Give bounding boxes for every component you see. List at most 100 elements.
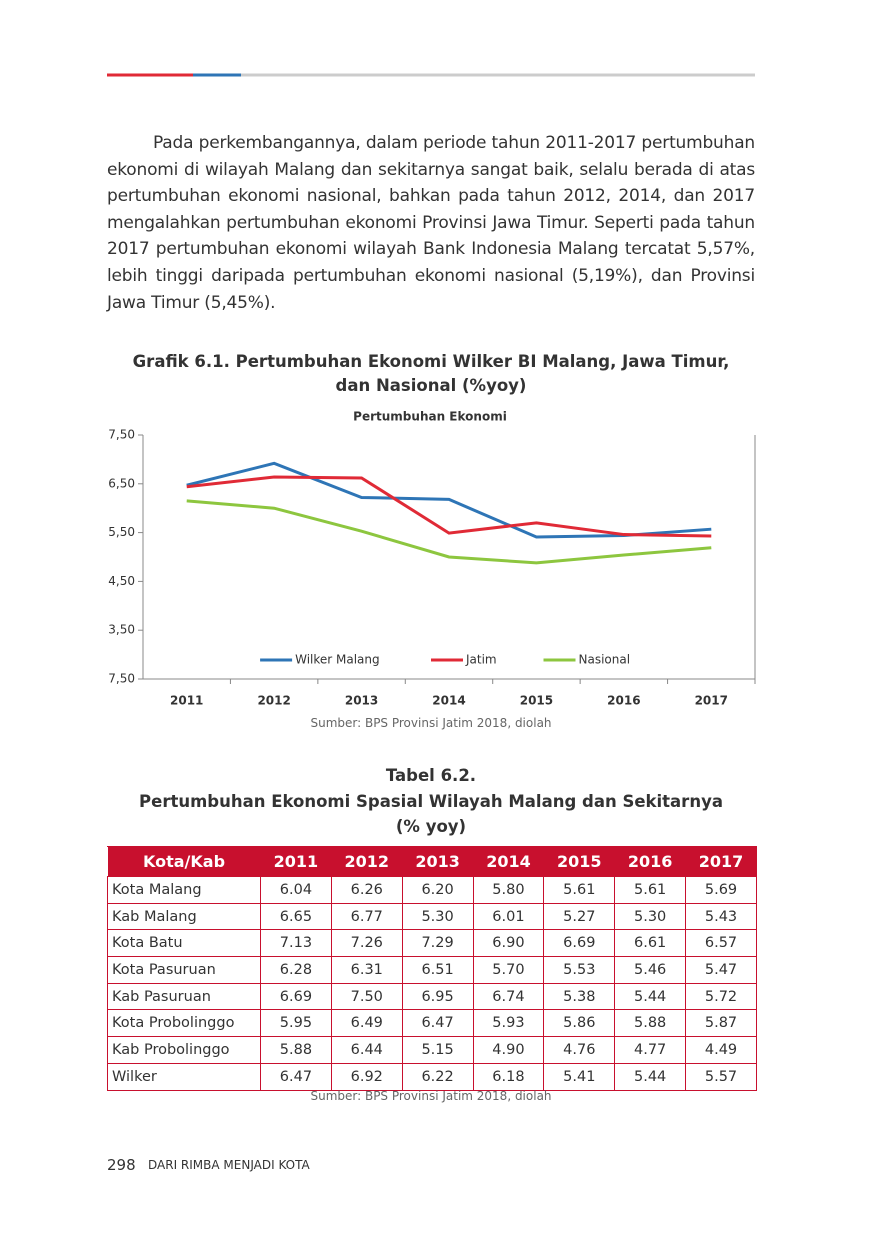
table-cell: 4.49: [685, 1036, 757, 1064]
x-tick-label: 2014: [432, 694, 465, 708]
table-cell: 5.80: [472, 876, 545, 904]
y-tick-label: 7,50: [108, 672, 135, 686]
page-number: 298: [107, 1156, 136, 1174]
table-cell: 5.61: [543, 876, 616, 904]
table-row: Kota Batu 7.13 7.26 7.29 6.90 6.69 6.61 6.57: [107, 929, 757, 958]
table-cell: 5.27: [543, 902, 616, 931]
table-row: Kota Pasuruan 6.28 6.31 6.51 5.70 5.53 5.46 5.4…: [107, 956, 757, 984]
table-cell: 7.13: [260, 929, 332, 958]
y-tick-label: 7,50: [108, 428, 135, 442]
figure-caption: Grafik 6.1. Pertumbuhan Ekonomi Wilker B…: [107, 350, 755, 398]
y-tick-label: 5,50: [108, 525, 135, 539]
table-cell: 6.28: [260, 956, 332, 984]
caption-line: Tabel 6.2.: [385, 766, 477, 785]
table-cell: 6.44: [330, 1036, 403, 1064]
header-cell: 2017: [685, 846, 757, 877]
table-cell: 6.69: [543, 929, 616, 958]
table-cell: 6.20: [401, 876, 474, 904]
x-tick-label: 2015: [520, 694, 553, 708]
table-cell: 6.04: [260, 876, 332, 904]
header-cell: Kota/Kab: [107, 846, 261, 877]
table-cell: Kab Probolinggo: [107, 1036, 261, 1064]
table-cell: 7.29: [401, 929, 474, 958]
table-cell: 6.01: [472, 902, 545, 931]
table-cell: 6.65: [260, 902, 332, 931]
table-cell: 6.61: [614, 929, 687, 958]
chart-source: Sumber: BPS Provinsi Jatim 2018, diolah: [310, 716, 552, 730]
table-cell: 5.88: [614, 1009, 687, 1038]
table-cell: 5.41: [543, 1062, 616, 1091]
table-cell: 6.31: [330, 956, 403, 984]
table-row: Kab Probolinggo 5.88 6.44 5.15 4.90 4.76 4.77 4…: [107, 1036, 757, 1064]
series-line: [186, 475, 712, 538]
table-cell: 4.90: [472, 1036, 545, 1064]
table-cell: 6.69: [260, 982, 332, 1011]
x-tick-label: 2017: [695, 694, 728, 708]
table-cell: 4.77: [614, 1036, 687, 1064]
header-cell: 2012: [330, 846, 403, 877]
table-row: Wilker 6.47 6.92 6.22 6.18 5.41 5.44 5.57: [107, 1062, 757, 1091]
table-cell: 7.26: [330, 929, 403, 958]
y-tick-label: 3,50: [108, 623, 135, 637]
table-cell: 5.46: [614, 956, 687, 984]
table-cell: 6.74: [472, 982, 545, 1011]
caption-line: Pertumbuhan Ekonomi Spasial Wilayah Mala…: [139, 791, 723, 811]
table-row: Kota Probolinggo 5.95 6.49 6.47 5.93 5.86 5.88…: [107, 1009, 757, 1038]
header-cell: 2015: [543, 846, 616, 877]
caption-line: (% yoy): [395, 817, 467, 836]
table-cell: 7.50: [330, 982, 403, 1011]
table-cell: 5.47: [685, 956, 757, 984]
x-tick-label: 2012: [257, 694, 290, 708]
paragraph: Pada perkembangannya, dalam periode tahu…: [107, 133, 755, 313]
table-cell: 6.18: [472, 1062, 545, 1091]
table-cell: 6.47: [401, 1009, 474, 1038]
table-cell: 6.77: [330, 902, 403, 931]
table-cell: 6.49: [330, 1009, 403, 1038]
table-row: Kota Malang 6.04 6.26 6.20 5.80 5.61 5.61 5.69: [107, 876, 757, 904]
table-cell: 5.69: [685, 876, 757, 904]
table-cell: 5.44: [614, 1062, 687, 1091]
table-source: Sumber: BPS Provinsi Jatim 2018, diolah: [310, 1089, 552, 1103]
y-tick-label: 6,50: [108, 476, 135, 490]
header-cell: 2014: [472, 846, 545, 877]
table-cell: Kota Batu: [107, 929, 261, 958]
header-cell: 2011: [260, 846, 332, 877]
table-cell: 6.47: [260, 1062, 332, 1091]
header-row: Kota/Kab 2011 2012 2013 2014 2015 2016 2017: [107, 846, 757, 877]
table-cell: Kab Pasuruan: [107, 982, 261, 1011]
table-cell: Kota Pasuruan: [107, 956, 261, 984]
table-cell: Kab Malang: [107, 902, 261, 931]
table-cell: 5.15: [401, 1036, 474, 1064]
header-cell: 2013: [401, 846, 474, 877]
table-cell: 6.57: [685, 929, 757, 958]
legend-label: Jatim: [465, 653, 497, 667]
table-cell: 5.61: [614, 876, 687, 904]
table-cell: 6.26: [330, 876, 403, 904]
legend-label: Nasional: [579, 653, 631, 667]
table-cell: Kota Probolinggo: [107, 1009, 261, 1038]
table-cell: 6.92: [330, 1062, 403, 1091]
table-cell: 5.88: [260, 1036, 332, 1064]
caption-line: dan Nasional (%yoy): [335, 376, 527, 395]
table-cell: 5.57: [685, 1062, 757, 1091]
table-cell: 5.86: [543, 1009, 616, 1038]
data-table: Kota/Kab 2011 2012 2013 2014 2015 2016 2017 Kota…: [107, 846, 757, 1091]
table-cell: 6.22: [401, 1062, 474, 1091]
table-caption: Tabel 6.2. Pertumbuhan Ekonomi Spasial Wi…: [107, 763, 755, 840]
x-tick-label: 2011: [170, 694, 203, 708]
running-title: DARI RIMBA MENJADI KOTA: [148, 1158, 310, 1172]
table-cell: 5.30: [614, 902, 687, 931]
header-cell: 2016: [614, 846, 687, 877]
table-cell: 5.95: [260, 1009, 332, 1038]
table-cell: 5.93: [472, 1009, 545, 1038]
table-cell: 5.43: [685, 902, 757, 931]
y-tick-label: 4,50: [108, 574, 135, 588]
series-line: [186, 461, 712, 539]
table-cell: Wilker: [107, 1062, 261, 1091]
x-tick-label: 2016: [607, 694, 640, 708]
x-tick-label: 2013: [345, 694, 378, 708]
table-row: Kab Pasuruan 6.69 7.50 6.95 6.74 5.38 5.44 5.72: [107, 982, 757, 1011]
table-cell: 5.44: [614, 982, 687, 1011]
